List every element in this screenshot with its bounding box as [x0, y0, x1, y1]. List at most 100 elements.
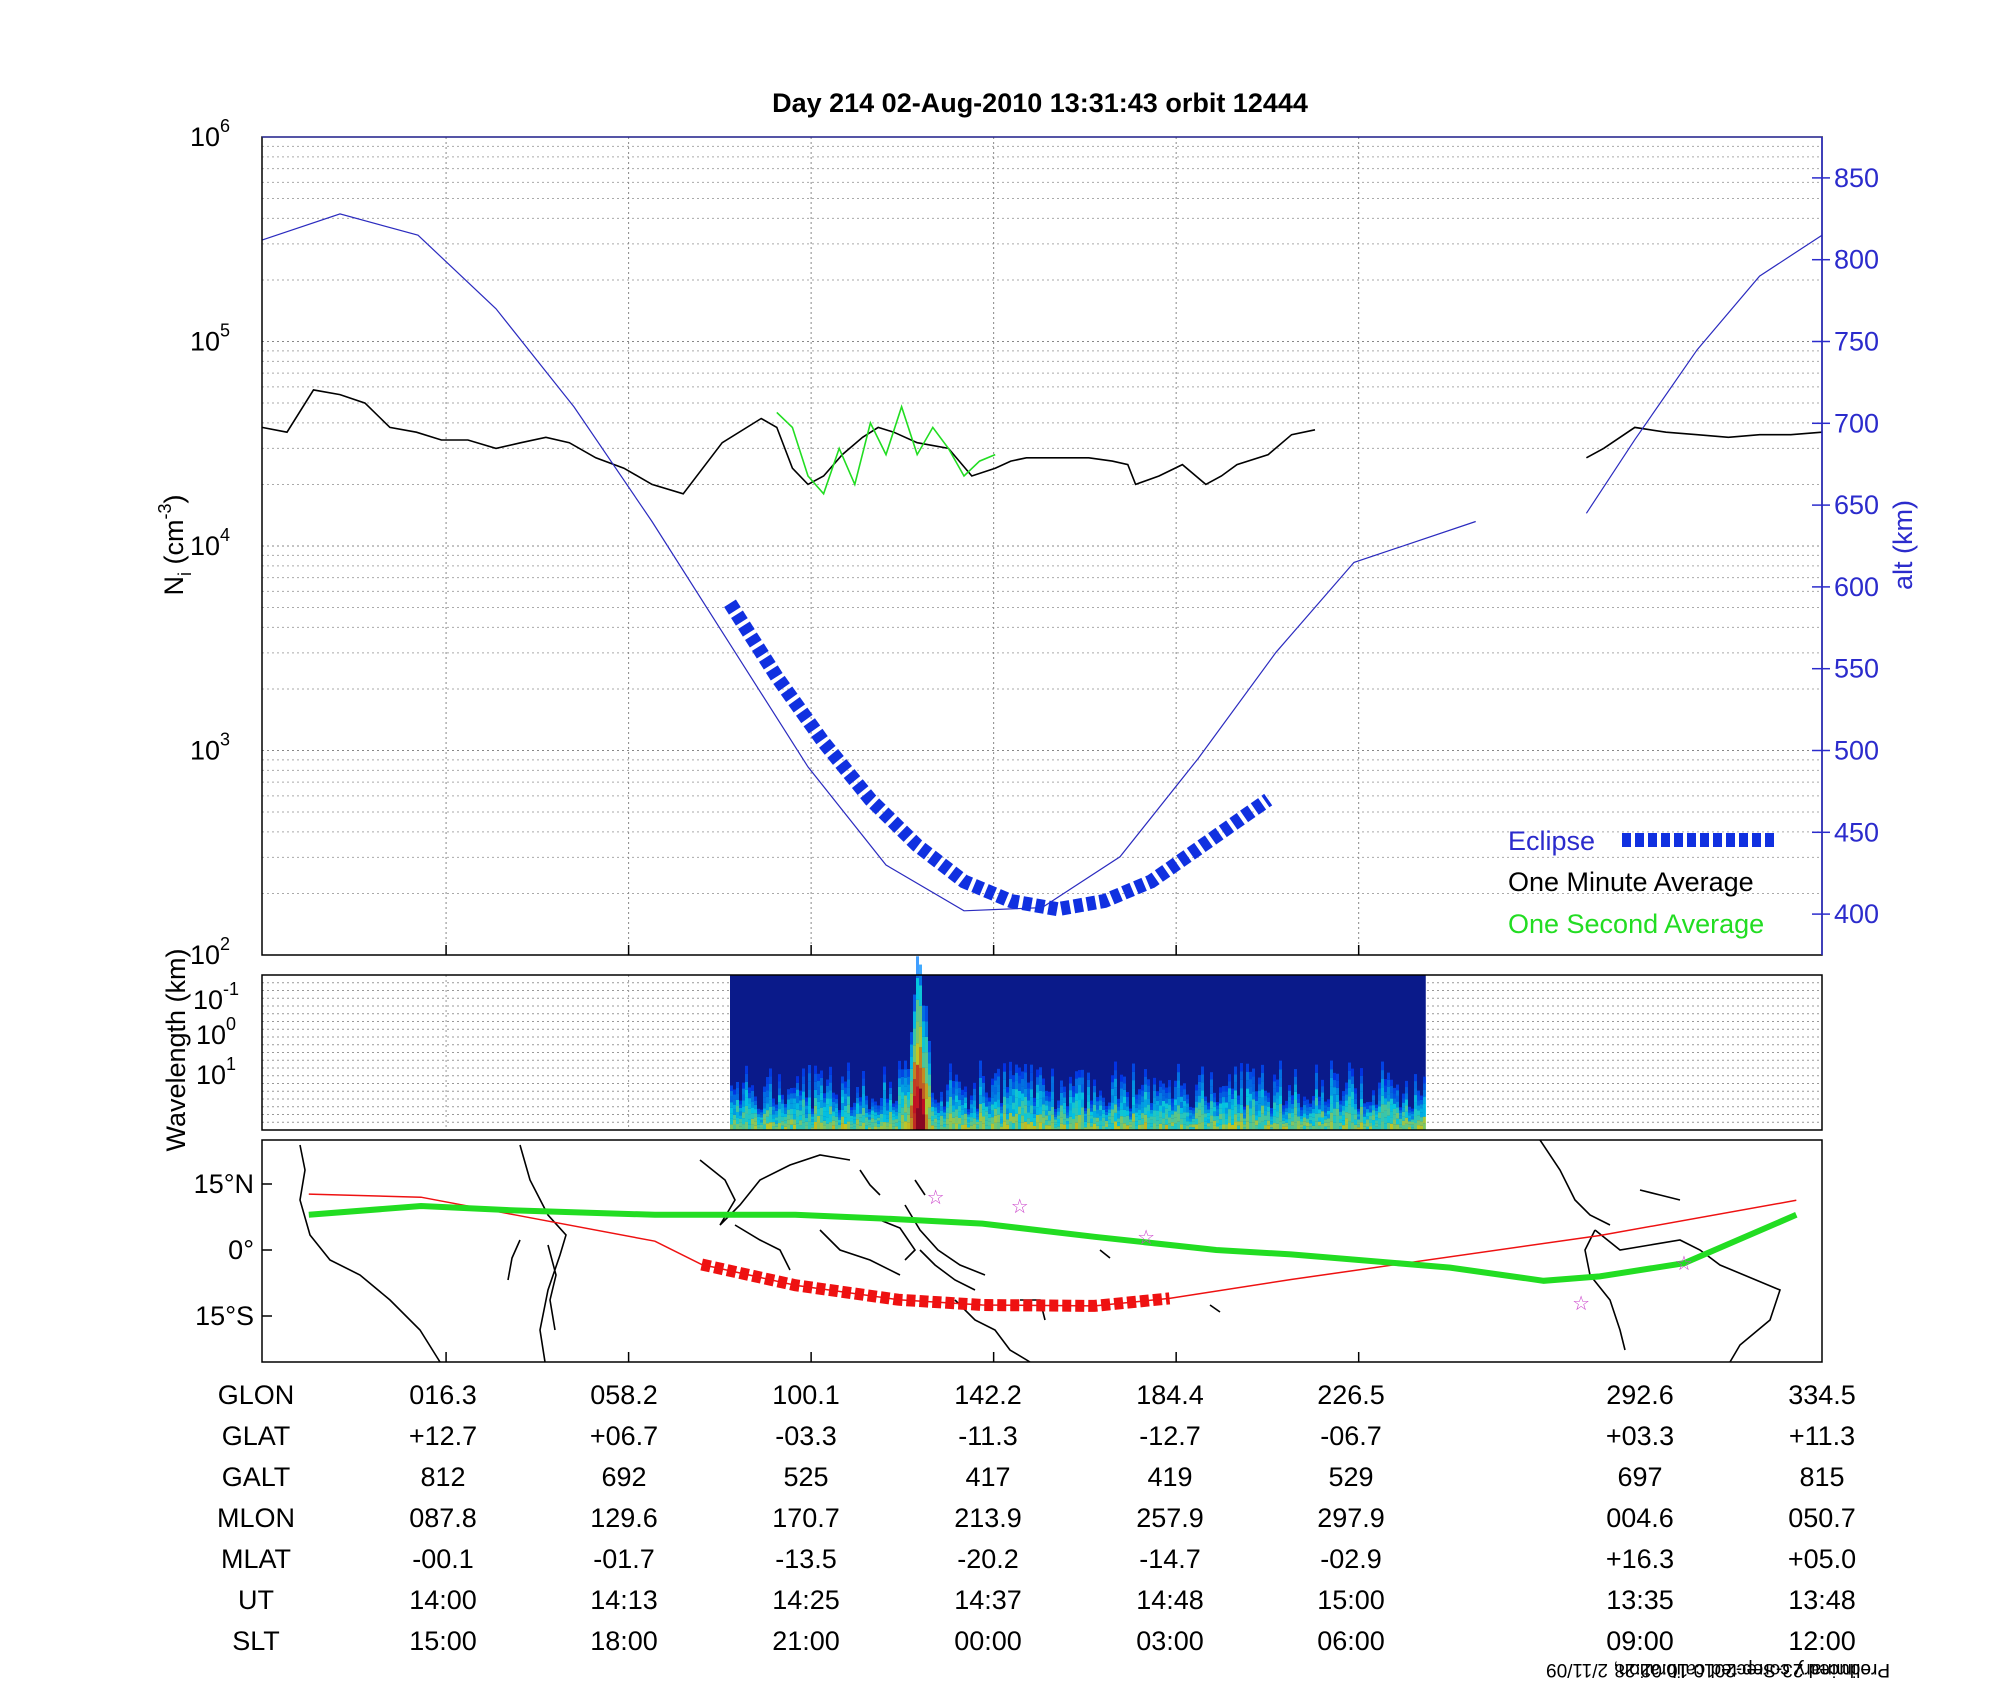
spectrogram-cell	[1249, 1079, 1252, 1087]
table-row-mlon: MLON 087.8 129.6 170.7 213.9 257.9 297.9 004.6 0…	[0, 1503, 1860, 1543]
spectrogram-cell	[910, 1081, 913, 1094]
spectrogram-cell	[1084, 1110, 1087, 1114]
spectrogram-cell	[1030, 1097, 1033, 1106]
altitude-tick-label: 850	[1834, 163, 1879, 193]
spectrogram-cell	[805, 1105, 808, 1110]
spectrogram-cell	[1315, 1064, 1318, 1073]
spectrogram-cell	[1207, 1102, 1210, 1107]
spectrogram-cell	[1387, 1086, 1390, 1095]
spectrogram-cell	[940, 1091, 943, 1097]
spectrogram-cell	[1126, 1115, 1129, 1121]
spectrogram-cell	[838, 1109, 841, 1113]
spectrogram-cell	[1039, 1082, 1042, 1091]
spectrogram-cell	[1129, 1111, 1132, 1114]
spectrogram-cell	[958, 1117, 961, 1124]
spectrogram-cell	[1363, 1109, 1366, 1114]
spectrogram-cell	[1372, 1090, 1375, 1096]
spectrogram-cell	[1096, 1125, 1099, 1130]
spectrogram-cell	[1327, 1110, 1330, 1115]
spectrogram-cell	[1372, 1105, 1375, 1111]
spectrogram-cell	[1390, 1092, 1393, 1099]
spectrogram-cell	[985, 1092, 988, 1098]
spectrogram-cell	[1375, 1126, 1378, 1130]
spectrogram-cell	[1087, 1094, 1090, 1102]
spectrogram-cell	[1060, 1117, 1063, 1124]
spectrogram-cell	[1120, 1102, 1123, 1110]
spectrogram-cell	[799, 1115, 802, 1121]
spectrogram-cell	[1357, 1116, 1360, 1120]
table-cell: -11.3	[958, 1421, 1018, 1451]
spectrogram-cell	[793, 1087, 796, 1094]
spectrogram-cell	[1093, 1079, 1096, 1086]
spectrogram-cell	[817, 1115, 820, 1123]
spectrogram-cell	[1345, 1088, 1348, 1095]
table-cell: 15:00	[1317, 1585, 1385, 1615]
spectrogram-cell	[820, 1092, 823, 1101]
spectrogram-cell	[772, 1114, 775, 1119]
spectrogram-cell	[1075, 1078, 1078, 1086]
spectrogram-cell	[1138, 1109, 1141, 1115]
spectrogram-cell	[1060, 1092, 1063, 1100]
spectrogram-cell	[1156, 1115, 1159, 1121]
spectrogram-cell	[1018, 1067, 1021, 1076]
spectrogram-cell	[826, 1098, 829, 1105]
spectrogram-cell	[1000, 1123, 1003, 1127]
spectrogram-cell	[754, 1117, 757, 1122]
spectrogram-cell	[1072, 1108, 1075, 1114]
spectrogram-cell	[742, 1082, 745, 1089]
spectrogram-cell	[1420, 1099, 1423, 1105]
spectrogram-cell	[1018, 1098, 1021, 1107]
spectrogram-cell	[943, 1118, 946, 1122]
spectrogram-cell	[748, 1098, 751, 1104]
map-track-1	[308, 1202, 1798, 1284]
spectrogram-cell	[874, 1126, 877, 1130]
spectrogram-cell	[934, 1118, 937, 1123]
spectrogram-cell	[1021, 1071, 1024, 1079]
spectrogram-cell	[1141, 1084, 1144, 1091]
spectrogram-cell	[760, 1117, 763, 1120]
spectrogram-cell	[892, 1123, 895, 1127]
spectrogram-cell	[985, 1120, 988, 1126]
spectrogram-cell	[919, 985, 922, 1006]
spectrogram-cell	[1216, 1112, 1219, 1117]
spectrogram-cell	[802, 1099, 805, 1107]
spectrogram-cell	[1381, 1078, 1384, 1088]
spectrogram-cell	[823, 1120, 826, 1126]
spectrogram-cell	[772, 1102, 775, 1107]
spectrogram-cell	[1348, 1096, 1351, 1105]
spectrogram-cell	[955, 1074, 958, 1082]
spectrogram-cell	[757, 1127, 760, 1130]
spectrogram-cell	[982, 1089, 985, 1097]
spectrogram-cell	[1219, 1113, 1222, 1120]
spectrogram-cell	[1261, 1105, 1264, 1114]
spectrogram-cell	[745, 1081, 748, 1090]
spectrogram-cell	[1402, 1098, 1405, 1103]
spectrogram-cell	[928, 1118, 931, 1130]
spectrogram-cell	[751, 1096, 754, 1103]
altitude-tick-label: 750	[1834, 327, 1879, 357]
spectrogram-cell	[859, 1097, 862, 1102]
spectrogram-cell	[952, 1087, 955, 1094]
spectrogram-cell	[850, 1121, 853, 1125]
spectrogram-cell	[1108, 1116, 1111, 1120]
spectrogram-cell	[817, 1094, 820, 1102]
spectrogram-cell	[1225, 1091, 1228, 1097]
spectrogram-cell	[826, 1104, 829, 1112]
table-cell: 292.6	[1606, 1380, 1674, 1410]
spectrogram-cell	[1102, 1125, 1105, 1130]
spectrogram-cell	[1339, 1100, 1342, 1105]
spectrogram-cell	[964, 1102, 967, 1109]
spectrogram-cell	[1282, 1105, 1285, 1109]
spectrogram-cell	[1240, 1113, 1243, 1122]
spectrogram-cell	[1318, 1125, 1321, 1130]
spectrogram-cell	[1342, 1110, 1345, 1116]
spectrogram-cell	[1042, 1084, 1045, 1092]
spectrogram-cell	[1003, 1104, 1006, 1114]
spectrogram-cell	[898, 1086, 901, 1096]
spectrogram-cell	[1222, 1091, 1225, 1098]
spectrogram-cell	[1291, 1116, 1294, 1122]
spectrogram-cell	[1195, 1118, 1198, 1125]
spectrogram-cell	[964, 1086, 967, 1092]
spectrogram-cell	[787, 1124, 790, 1130]
